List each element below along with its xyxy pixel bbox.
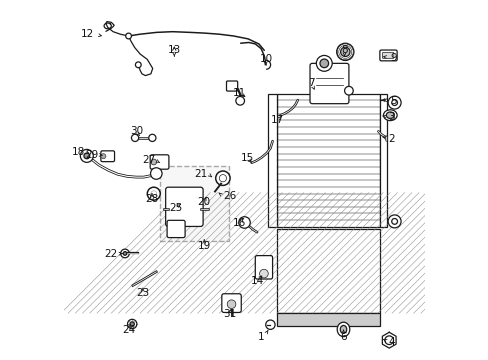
FancyBboxPatch shape xyxy=(101,151,114,162)
Text: 11: 11 xyxy=(233,88,246,98)
Circle shape xyxy=(219,175,226,182)
Text: 31: 31 xyxy=(223,309,236,319)
Text: 7: 7 xyxy=(307,78,314,88)
Bar xyxy=(276,313,379,326)
Bar xyxy=(276,94,379,227)
FancyBboxPatch shape xyxy=(379,50,396,61)
Circle shape xyxy=(151,191,156,197)
Circle shape xyxy=(123,252,126,255)
Circle shape xyxy=(131,134,139,141)
FancyBboxPatch shape xyxy=(150,155,168,169)
Circle shape xyxy=(319,59,328,68)
Circle shape xyxy=(387,96,400,109)
Text: 18: 18 xyxy=(72,147,85,157)
Text: 13: 13 xyxy=(167,45,181,55)
Text: 4: 4 xyxy=(387,337,394,347)
Text: 24: 24 xyxy=(122,325,135,336)
Text: 15: 15 xyxy=(240,153,253,163)
Circle shape xyxy=(336,43,353,60)
Text: 1: 1 xyxy=(257,332,264,342)
Text: 25: 25 xyxy=(169,203,183,213)
Circle shape xyxy=(384,336,393,345)
Ellipse shape xyxy=(383,110,396,121)
Circle shape xyxy=(316,55,331,71)
Circle shape xyxy=(227,300,235,309)
Text: 5: 5 xyxy=(389,96,396,106)
Text: 20: 20 xyxy=(197,197,210,207)
Text: 29: 29 xyxy=(85,150,99,160)
FancyArrowPatch shape xyxy=(381,99,384,102)
Text: 6: 6 xyxy=(340,332,346,342)
Circle shape xyxy=(101,154,106,159)
Circle shape xyxy=(340,47,349,57)
Bar xyxy=(379,94,386,227)
Ellipse shape xyxy=(340,325,346,333)
Bar xyxy=(276,229,379,313)
FancyBboxPatch shape xyxy=(382,53,393,58)
Text: 30: 30 xyxy=(130,126,143,136)
Circle shape xyxy=(259,269,268,278)
Circle shape xyxy=(265,320,275,329)
Text: 8: 8 xyxy=(341,45,347,55)
FancyBboxPatch shape xyxy=(226,81,237,91)
Text: 17: 17 xyxy=(270,115,284,125)
Text: 26: 26 xyxy=(223,191,236,201)
Text: 23: 23 xyxy=(136,288,149,298)
Circle shape xyxy=(135,62,141,68)
FancyBboxPatch shape xyxy=(255,256,272,279)
Text: 16: 16 xyxy=(233,218,246,228)
Text: 9: 9 xyxy=(390,53,396,63)
Circle shape xyxy=(344,86,352,95)
FancyBboxPatch shape xyxy=(222,294,241,312)
Circle shape xyxy=(125,33,131,39)
Circle shape xyxy=(391,219,397,224)
Text: 22: 22 xyxy=(104,249,118,259)
Text: 28: 28 xyxy=(145,194,158,204)
Text: 12: 12 xyxy=(81,29,94,39)
Text: 14: 14 xyxy=(250,276,263,286)
Circle shape xyxy=(147,187,160,200)
Circle shape xyxy=(84,153,89,159)
Text: 3: 3 xyxy=(387,112,394,122)
Ellipse shape xyxy=(337,322,349,337)
FancyBboxPatch shape xyxy=(165,187,203,226)
FancyBboxPatch shape xyxy=(309,63,348,104)
Circle shape xyxy=(151,159,156,165)
Text: 10: 10 xyxy=(259,54,272,64)
FancyBboxPatch shape xyxy=(167,220,185,238)
Circle shape xyxy=(80,149,93,162)
Bar xyxy=(267,94,276,227)
Circle shape xyxy=(215,171,230,185)
Ellipse shape xyxy=(386,112,393,118)
Text: 21: 21 xyxy=(194,168,207,179)
Text: 27: 27 xyxy=(142,155,155,165)
Circle shape xyxy=(387,215,400,228)
Circle shape xyxy=(391,100,397,105)
Circle shape xyxy=(127,319,137,329)
Circle shape xyxy=(130,322,134,326)
Circle shape xyxy=(235,96,244,105)
Circle shape xyxy=(238,217,250,228)
Text: 2: 2 xyxy=(387,134,394,144)
Circle shape xyxy=(150,168,162,179)
Text: 19: 19 xyxy=(197,240,210,251)
Circle shape xyxy=(121,249,129,258)
Bar xyxy=(160,166,228,241)
Circle shape xyxy=(148,134,156,141)
